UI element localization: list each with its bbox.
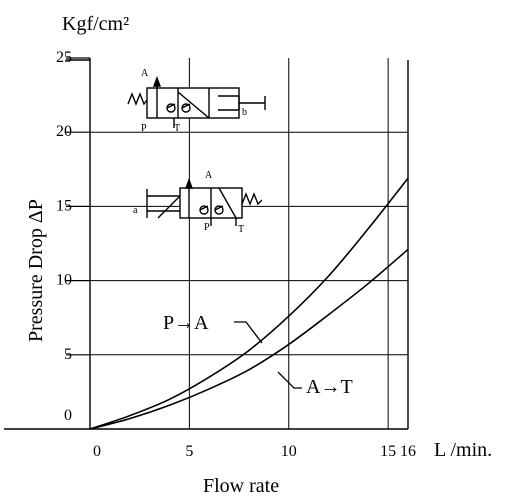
valve2-port-a: A [205, 170, 213, 181]
valve1-port-p: P [141, 123, 147, 134]
valve-symbol-a [146, 178, 263, 226]
valve1-port-a: A [141, 68, 149, 79]
y-tick-label: 15 [56, 197, 72, 214]
x-tick-label: 15 [380, 443, 396, 460]
curves [89, 177, 409, 430]
y-tick-label: 0 [64, 407, 72, 424]
y-axis-title: Pressure Drop ΔP [25, 199, 47, 342]
valve1-solenoid-b: b [242, 107, 247, 118]
x-axis-title: Flow rate [203, 475, 279, 497]
series-line-at [89, 248, 409, 430]
series-line-pa [89, 177, 409, 430]
y-tick-label: 20 [56, 123, 72, 140]
x-tick-label: 0 [93, 443, 101, 460]
y-tick-label: 25 [56, 49, 72, 66]
at-leader-line [277, 371, 302, 389]
series-label-pa: P→A [163, 312, 209, 334]
valve-symbol-b [127, 76, 266, 128]
grid [90, 58, 408, 429]
valve2-port-p: P [204, 222, 210, 233]
y-tick-label: 5 [64, 346, 72, 363]
pa-leader-line [234, 321, 263, 344]
series-label-at: A→T [306, 376, 353, 398]
x-tick-label: 10 [281, 443, 297, 460]
valve2-solenoid-a: a [133, 205, 138, 216]
x-unit-label: L /min. [434, 439, 492, 461]
valve1-port-t: T [174, 123, 180, 134]
valve-symbol-b-labels: A P T b [141, 68, 247, 134]
y-unit-label: Kgf/cm² [62, 13, 129, 35]
x-tick-label: 5 [185, 443, 193, 460]
x-tick-label: 16 [400, 443, 416, 460]
y-tick-label: 10 [56, 272, 72, 289]
valve-symbol-a-labels: A P T a [133, 170, 244, 235]
valve2-port-t: T [238, 224, 244, 235]
